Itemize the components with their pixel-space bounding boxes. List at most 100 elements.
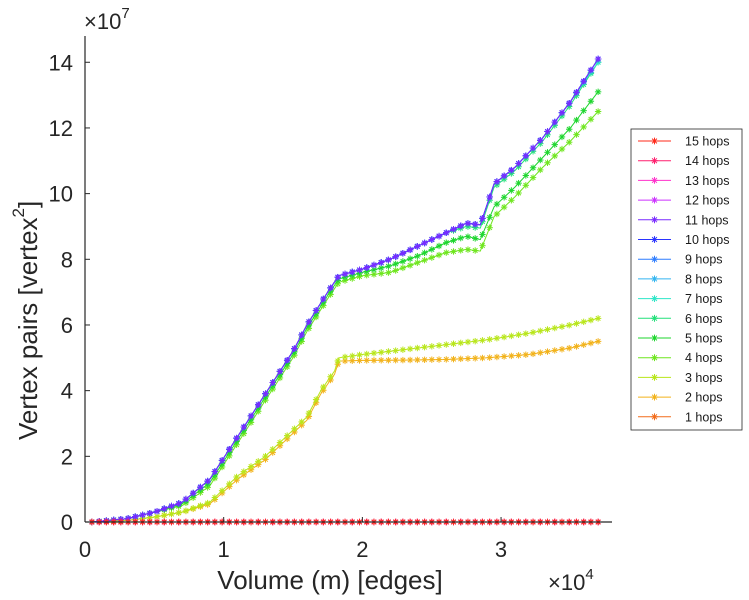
data-point-11-hops bbox=[486, 193, 493, 201]
data-point-2-hops bbox=[515, 352, 522, 359]
data-point-4-hops bbox=[529, 174, 537, 181]
data-point-2-hops bbox=[508, 352, 515, 360]
data-point-2-hops bbox=[587, 339, 595, 347]
data-point-3-hops bbox=[594, 315, 602, 322]
x-exponent-base: ×10 bbox=[548, 570, 585, 595]
legend-marker bbox=[651, 374, 658, 381]
data-point-3-hops bbox=[421, 343, 428, 351]
data-point-3-hops bbox=[515, 331, 522, 338]
data-point-2-hops bbox=[493, 353, 501, 361]
y-axis-label-close: ] bbox=[13, 201, 43, 208]
legend-label: 5 hops bbox=[685, 332, 723, 346]
data-point-11-hops bbox=[276, 368, 284, 375]
y-axis-label: Vertex pairs [vertex2] bbox=[9, 201, 43, 440]
legend-item: 8 hops bbox=[638, 272, 723, 286]
legend-marker bbox=[651, 137, 658, 145]
data-point-3-hops bbox=[537, 327, 544, 335]
legend-item: 14 hops bbox=[638, 154, 729, 168]
data-point-5-hops bbox=[435, 242, 443, 250]
data-point-11-hops bbox=[161, 505, 168, 512]
y-tick-label: 0 bbox=[61, 510, 73, 535]
data-point-11-hops bbox=[305, 318, 313, 326]
data-point-3-hops bbox=[580, 318, 587, 326]
data-point-11-hops bbox=[204, 477, 211, 485]
data-point-3-hops bbox=[435, 342, 443, 349]
data-point-4-hops bbox=[551, 152, 558, 160]
y-tick-label: 4 bbox=[61, 379, 73, 404]
data-point-5-hops bbox=[558, 133, 566, 141]
data-point-5-hops bbox=[370, 266, 378, 273]
data-point-11-hops bbox=[356, 266, 363, 274]
data-point-3-hops bbox=[182, 507, 190, 514]
data-point-4-hops bbox=[450, 248, 457, 255]
data-point-3-hops bbox=[312, 396, 320, 403]
data-point-5-hops bbox=[580, 107, 587, 114]
data-point-5-hops bbox=[421, 249, 428, 257]
data-point-11-hops bbox=[551, 118, 558, 126]
data-point-11-hops bbox=[247, 412, 255, 420]
data-point-11-hops bbox=[537, 137, 544, 144]
x-exponent-power: 4 bbox=[585, 566, 593, 583]
data-point-4-hops bbox=[587, 116, 595, 123]
data-point-3-hops bbox=[587, 316, 595, 324]
data-point-11-hops bbox=[146, 510, 153, 517]
data-point-3-hops bbox=[204, 499, 211, 507]
legend-box bbox=[630, 128, 743, 431]
data-point-11-hops bbox=[428, 236, 436, 243]
series-11-hops bbox=[88, 55, 602, 526]
data-point-5-hops bbox=[551, 141, 558, 148]
data-point-4-hops bbox=[493, 210, 501, 218]
data-point-3-hops bbox=[363, 350, 370, 358]
data-point-4-hops bbox=[500, 203, 508, 211]
data-point-2-hops bbox=[471, 355, 479, 362]
data-point-2-hops bbox=[356, 357, 363, 364]
data-point-3-hops bbox=[341, 353, 349, 361]
x-tick-label: 1 bbox=[218, 537, 230, 562]
data-point-3-hops bbox=[414, 344, 421, 352]
data-point-11-hops bbox=[529, 144, 537, 152]
data-point-11-hops bbox=[211, 468, 219, 475]
legend-label: 7 hops bbox=[685, 292, 723, 306]
data-point-11-hops bbox=[341, 270, 349, 278]
y-tick-label: 2 bbox=[61, 444, 73, 469]
data-point-4-hops bbox=[385, 269, 392, 276]
data-point-11-hops bbox=[421, 239, 428, 247]
data-point-11-hops bbox=[435, 232, 443, 240]
data-point-11-hops bbox=[218, 457, 226, 464]
legend-item: 13 hops bbox=[638, 174, 729, 188]
data-point-3-hops bbox=[385, 348, 392, 355]
data-point-11-hops bbox=[508, 166, 515, 174]
data-point-5-hops bbox=[522, 172, 530, 179]
x-tick-label: 2 bbox=[356, 537, 368, 562]
legend-label: 3 hops bbox=[685, 371, 723, 385]
y-tick-label: 12 bbox=[49, 116, 73, 141]
data-point-2-hops bbox=[544, 348, 551, 355]
y-axis-label-main: Vertex pairs [vertex bbox=[13, 217, 43, 440]
data-point-3-hops bbox=[493, 335, 501, 342]
data-point-3-hops bbox=[276, 439, 284, 446]
data-point-5-hops bbox=[443, 239, 450, 246]
data-point-3-hops bbox=[233, 473, 240, 481]
data-point-4-hops bbox=[399, 264, 407, 272]
data-point-5-hops bbox=[537, 156, 544, 164]
data-point-4-hops bbox=[464, 246, 472, 253]
legend-label: 15 hops bbox=[685, 135, 729, 149]
y-tick-label: 10 bbox=[49, 182, 73, 207]
data-point-2-hops bbox=[580, 341, 587, 349]
data-point-11-hops bbox=[132, 513, 139, 520]
data-point-4-hops bbox=[457, 247, 464, 254]
legend-marker bbox=[651, 275, 658, 283]
legend-marker bbox=[651, 255, 658, 263]
data-point-3-hops bbox=[320, 383, 327, 391]
data-point-3-hops bbox=[327, 373, 334, 380]
data-point-11-hops bbox=[587, 66, 595, 74]
legend-label: 9 hops bbox=[685, 253, 723, 267]
data-point-3-hops bbox=[247, 463, 255, 470]
legend-label: 11 hops bbox=[685, 213, 729, 227]
data-point-2-hops bbox=[377, 357, 385, 364]
data-point-2-hops bbox=[522, 351, 530, 358]
data-point-3-hops bbox=[479, 337, 486, 344]
data-point-5-hops bbox=[594, 88, 602, 96]
